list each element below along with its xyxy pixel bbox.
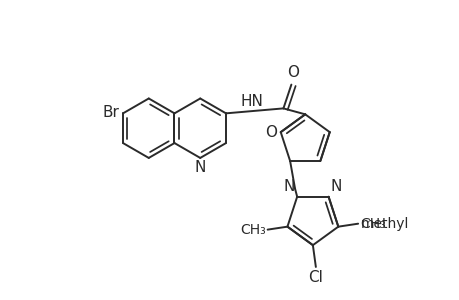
Text: HN: HN <box>240 94 263 110</box>
Text: N: N <box>283 179 295 194</box>
Text: CH₃: CH₃ <box>359 217 385 231</box>
Text: methyl: methyl <box>360 217 409 231</box>
Text: CH₃: CH₃ <box>240 223 265 237</box>
Text: N: N <box>194 160 206 175</box>
Text: Br: Br <box>102 105 119 120</box>
Text: O: O <box>264 124 276 140</box>
Text: N: N <box>330 179 341 194</box>
Text: Cl: Cl <box>308 270 323 285</box>
Text: O: O <box>287 65 299 80</box>
